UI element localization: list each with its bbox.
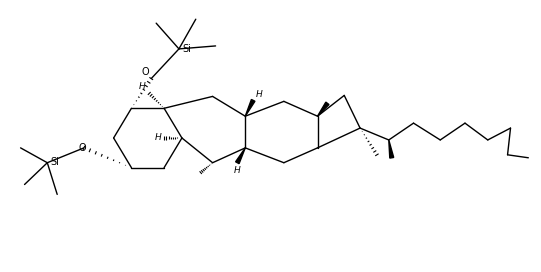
Polygon shape	[318, 102, 329, 116]
Text: Si: Si	[182, 44, 191, 54]
Polygon shape	[245, 100, 255, 116]
Text: O: O	[78, 143, 86, 153]
Text: H: H	[234, 166, 241, 175]
Polygon shape	[389, 140, 394, 158]
Text: H: H	[154, 134, 161, 143]
Text: H: H	[138, 82, 146, 91]
Text: H: H	[256, 90, 263, 99]
Polygon shape	[235, 148, 245, 164]
Text: Si: Si	[50, 157, 59, 167]
Text: O: O	[142, 67, 149, 77]
